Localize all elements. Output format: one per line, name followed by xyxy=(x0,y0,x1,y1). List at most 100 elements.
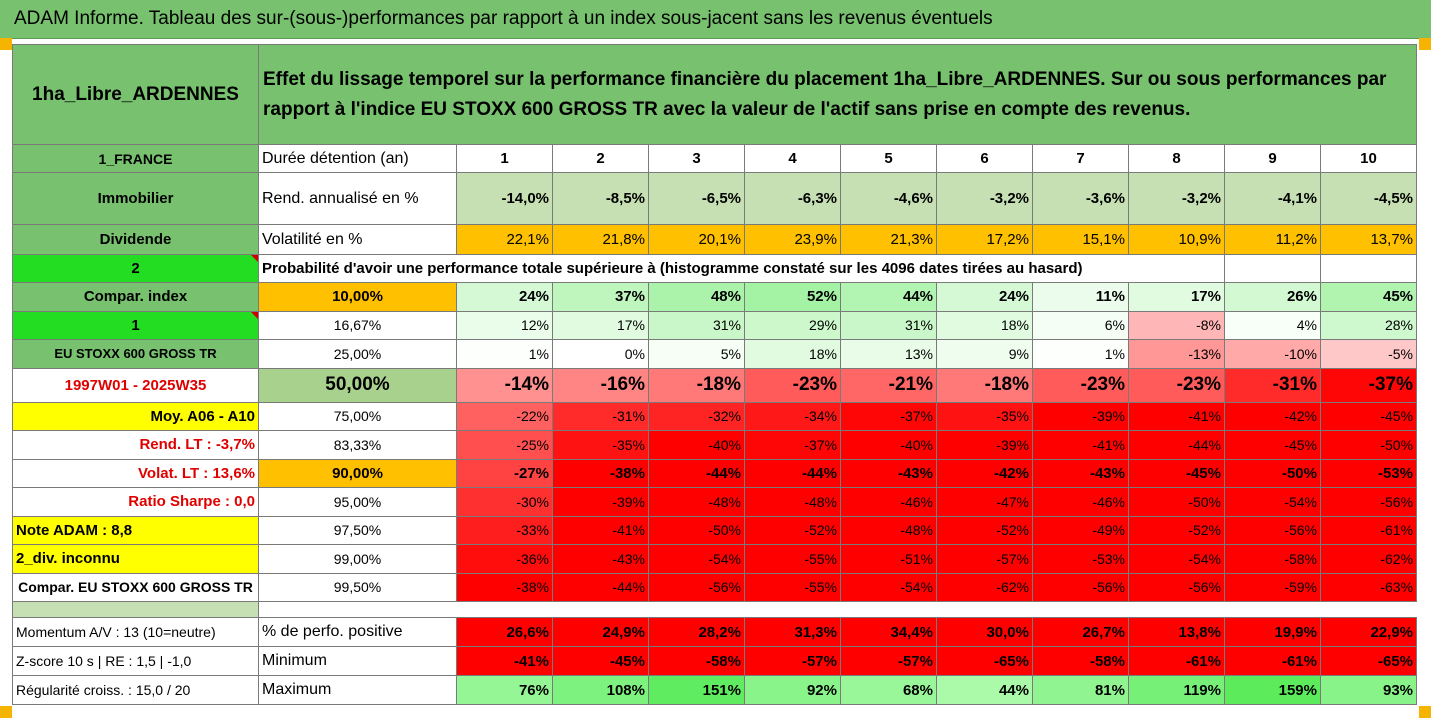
percentile-value: 44% xyxy=(840,282,937,312)
percentile-value: -49% xyxy=(1032,515,1129,545)
side-info-label: Volat. LT : 13,6% xyxy=(12,458,259,488)
percentile-value: -35% xyxy=(552,430,649,460)
percentile-label: 50,00% xyxy=(258,367,457,403)
volatility-value: 22,1% xyxy=(456,224,553,255)
report-title: ADAM Informe. Tableau des sur-(sous-)per… xyxy=(14,8,993,29)
percentile-value: -34% xyxy=(744,401,841,431)
volatility-value: 11,2% xyxy=(1224,224,1321,255)
footer-side-label: Régularité croiss. : 15,0 / 20 xyxy=(12,675,259,705)
percentile-label: 99,50% xyxy=(258,572,457,602)
footer-value: 108% xyxy=(552,675,649,705)
percentile-value: -54% xyxy=(1128,544,1225,574)
corner-marker xyxy=(0,38,12,50)
percentile-value: 1% xyxy=(456,339,553,369)
percentile-label: 83,33% xyxy=(258,430,457,460)
return-value: -6,3% xyxy=(744,172,841,225)
percentile-value: -59% xyxy=(1224,572,1321,602)
empty-cell xyxy=(1224,254,1321,283)
percentile-value: -40% xyxy=(840,430,937,460)
table-row: Note ADAM : 8,8 97,50% -33% -41% -50% -52% -48… xyxy=(12,515,1418,545)
percentile-value: -43% xyxy=(552,544,649,574)
percentile-value: 24% xyxy=(936,282,1033,312)
footer-label: % de perfo. positive xyxy=(258,617,457,647)
footer-value: -41% xyxy=(456,646,553,676)
percentile-value: -50% xyxy=(648,515,745,545)
side-info-label: Moy. A06 - A10 xyxy=(12,401,259,431)
return-label: Rend. annualisé en % xyxy=(258,172,457,225)
percentile-value: -36% xyxy=(456,544,553,574)
percentile-value: -58% xyxy=(1224,544,1321,574)
return-value: -4,5% xyxy=(1319,172,1418,225)
footer-value: -57% xyxy=(840,646,937,676)
year-header: 1 xyxy=(456,144,553,173)
side-info-label: Note ADAM : 8,8 xyxy=(12,515,259,545)
percentile-value: 13% xyxy=(840,339,937,369)
percentile-value: -38% xyxy=(552,458,649,488)
index-number: 2 xyxy=(12,254,259,283)
side-info-label: Ratio Sharpe : 0,0 xyxy=(12,487,259,517)
percentile-label: 97,50% xyxy=(258,515,457,545)
percentile-value: -52% xyxy=(744,515,841,545)
return-value: -4,6% xyxy=(840,172,937,225)
percentile-value: -39% xyxy=(1032,401,1129,431)
percentile-value: 4% xyxy=(1224,310,1321,340)
table-row: Volat. LT : 13,6% 90,00% -27% -38% -44% -44% -… xyxy=(12,458,1418,488)
footer-side-label: Z-score 10 s | RE : 1,5 | -1,0 xyxy=(12,646,259,676)
percentile-value: -54% xyxy=(840,572,937,602)
percentile-value: -42% xyxy=(936,458,1033,488)
percentile-value: 12% xyxy=(456,310,553,340)
percentile-value: -43% xyxy=(1032,458,1129,488)
footer-value: 30,0% xyxy=(936,617,1033,647)
return-value: -3,6% xyxy=(1032,172,1129,225)
table-row: 1997W01 - 2025W35 50,00% -14% -16% -18% -23% -… xyxy=(12,367,1418,403)
corner-marker xyxy=(1419,38,1431,50)
year-header: 3 xyxy=(648,144,745,173)
footer-value: 92% xyxy=(744,675,841,705)
percentile-value: -53% xyxy=(1319,458,1418,488)
year-header: 6 xyxy=(936,144,1033,173)
side-info-label: Rend. LT : -3,7% xyxy=(12,430,259,460)
volatility-label: Volatilité en % xyxy=(258,224,457,255)
table-row: 2_div. inconnu 99,00% -36% -43% -54% -55% -51%… xyxy=(12,544,1418,574)
percentile-value: -44% xyxy=(1128,430,1225,460)
table-row: Compar. index 10,00% 24% 37% 48% 52% 44% 24% 11%… xyxy=(12,282,1418,312)
volatility-value: 20,1% xyxy=(648,224,745,255)
description: Effet du lissage temporel sur la perform… xyxy=(257,44,1418,145)
percentile-value: 24% xyxy=(456,282,553,312)
return-value: -6,5% xyxy=(648,172,745,225)
side-info-label: 1997W01 - 2025W35 xyxy=(12,367,259,403)
percentile-value: -22% xyxy=(456,401,553,431)
percentile-value: -51% xyxy=(840,544,937,574)
asset-name: 1ha_Libre_ARDENNES xyxy=(12,44,259,145)
duration-label: Durée détention (an) xyxy=(258,144,457,173)
percentile-value: 5% xyxy=(648,339,745,369)
footer-value: 13,8% xyxy=(1128,617,1225,647)
percentile-value: 29% xyxy=(744,310,841,340)
percentile-value: -53% xyxy=(1032,544,1129,574)
percentile-value: -37% xyxy=(840,401,937,431)
table-row: Momentum A/V : 13 (10=neutre)% de perfo.… xyxy=(12,617,1418,647)
return-value: -8,5% xyxy=(552,172,649,225)
return-value: -3,2% xyxy=(1128,172,1225,225)
footer-value: 28,2% xyxy=(648,617,745,647)
year-header: 5 xyxy=(840,144,937,173)
percentile-value: -37% xyxy=(744,430,841,460)
percentile-value: -50% xyxy=(1319,430,1418,460)
percentile-value: -56% xyxy=(1032,572,1129,602)
side-info-label: 1 xyxy=(12,310,259,340)
footer-value: -58% xyxy=(648,646,745,676)
percentile-value: 18% xyxy=(744,339,841,369)
percentile-value: -27% xyxy=(456,458,553,488)
footer-value: -61% xyxy=(1224,646,1321,676)
table-row: Rend. LT : -3,7% 83,33% -25% -35% -40% -37% -4… xyxy=(12,430,1418,460)
footer-value: -65% xyxy=(1319,646,1418,676)
title-bar: ADAM Informe. Tableau des sur-(sous-)per… xyxy=(0,0,1431,39)
percentile-value: -18% xyxy=(936,367,1033,403)
percentile-value: -37% xyxy=(1319,367,1418,403)
corner-marker xyxy=(1419,706,1431,718)
table-row xyxy=(12,601,1417,618)
spacer-cell xyxy=(259,602,1417,618)
percentile-value: -47% xyxy=(936,487,1033,517)
percentile-label: 99,00% xyxy=(258,544,457,574)
footer-label: Maximum xyxy=(258,675,457,705)
